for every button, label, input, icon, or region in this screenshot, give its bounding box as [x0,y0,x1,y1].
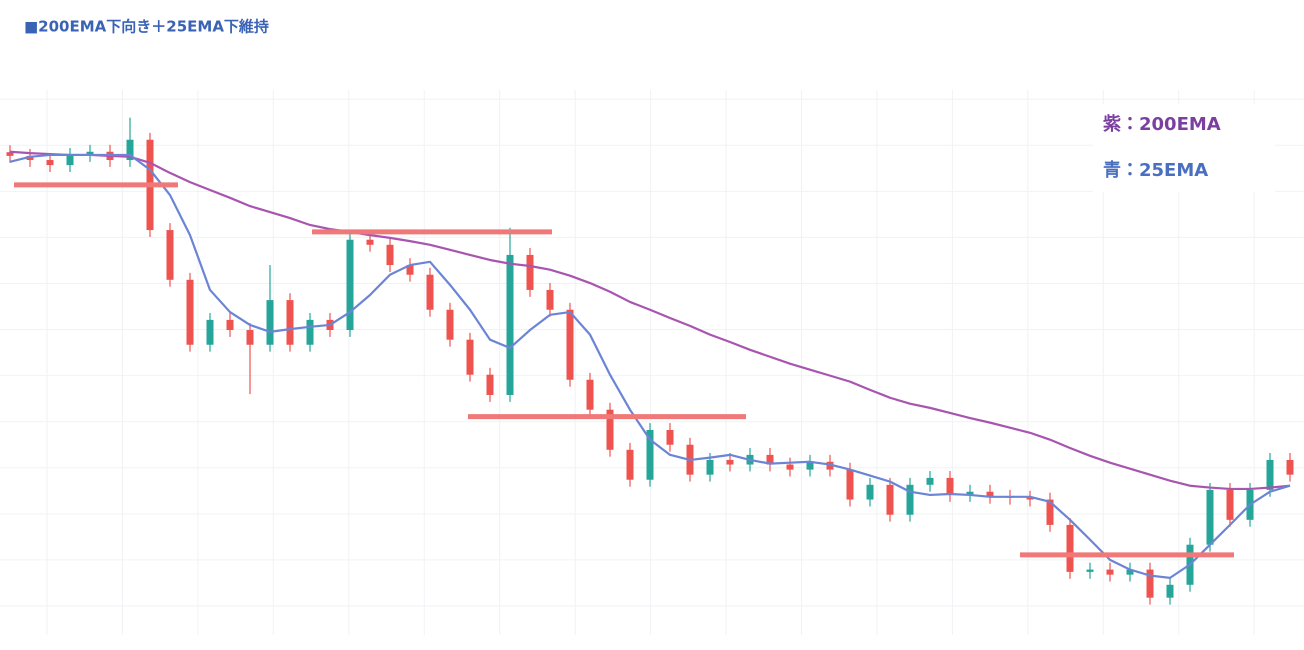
candle-body [266,300,274,345]
candle-body [46,160,54,166]
candle-body [886,484,894,515]
candle-body [566,309,574,380]
ema-line [9,153,1291,579]
candle-body [1106,569,1114,575]
candle-body [206,319,214,345]
candle-body [86,151,94,155]
candle-body [706,459,714,475]
candle-body [1146,569,1154,598]
candle-body [466,339,474,375]
candle-body [286,300,294,345]
candle-body [586,379,594,410]
ema-line [9,150,1291,491]
candle-body [6,152,14,156]
candle-body [806,461,814,470]
candle-body [1086,569,1094,572]
candle-body [606,409,614,450]
candle-body [946,477,954,495]
legend-entry: 紫：200EMA [1103,113,1221,135]
plot-area [6,117,1294,605]
candle-body [506,254,514,395]
legend-box [1093,104,1275,192]
candle-body [1206,489,1214,545]
candle-body [866,484,874,500]
candle-body [226,319,234,331]
candle-body [526,254,534,290]
candle-body [846,469,854,500]
candle-body [906,484,914,515]
candle-body [126,139,134,161]
candle-body [166,230,174,280]
candle-body [666,429,674,445]
candle-body [546,289,554,310]
candle-body [826,461,834,470]
candle-body [366,239,374,245]
candle-body [1166,584,1174,598]
candle-body [26,155,34,161]
candle-body [446,309,454,340]
candle-body [986,491,994,497]
candle-body [1266,459,1274,490]
candle-body [1046,499,1054,525]
candle-body [426,274,434,310]
candle-body [386,244,394,266]
candle-body [306,319,314,345]
candle-body [246,330,254,345]
candle-body [766,454,774,465]
candle-body [66,154,74,166]
candle-body [186,279,194,345]
legend-entry: 青：25EMA [1103,160,1208,181]
chart-title: ■200EMA下向き＋25EMA下維持 [24,18,269,36]
candle-body [406,265,414,275]
candle-body [1026,497,1034,500]
candle-body [646,429,654,480]
candle-body [726,459,734,465]
legend: 紫：200EMA 青：25EMA [1103,113,1221,181]
candle-body [486,374,494,395]
candle-body [926,477,934,485]
candle-body [1126,569,1134,575]
candle-body [966,491,974,495]
candle-body [346,239,354,331]
candle-body [626,449,634,480]
candle-body [1286,459,1294,475]
grid [0,90,1304,635]
candle-body [1066,524,1074,572]
candle-body [1226,489,1234,520]
candle-body [786,464,794,470]
